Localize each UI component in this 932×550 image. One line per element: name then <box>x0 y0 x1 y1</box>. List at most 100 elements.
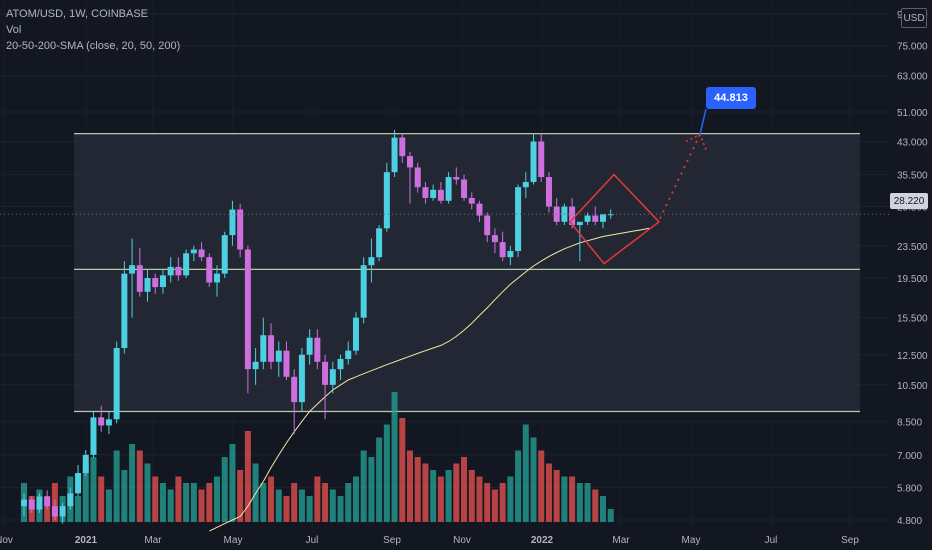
volume-bar <box>561 476 568 522</box>
candle <box>67 487 74 510</box>
candle <box>82 449 89 476</box>
y-tick-label: 35.500 <box>897 171 928 182</box>
candle <box>422 182 429 204</box>
candle <box>352 312 359 355</box>
candle <box>167 257 174 283</box>
last-price-tag: 28.220 <box>890 193 928 209</box>
volume-bar <box>399 418 406 522</box>
volume-bar <box>221 457 228 522</box>
volume-bar <box>314 476 321 522</box>
volume-bar <box>407 450 413 522</box>
volume-bar <box>159 483 166 522</box>
volume-bar <box>414 457 421 522</box>
candle <box>476 200 483 222</box>
y-tick-label: 63.000 <box>897 72 928 83</box>
candle <box>214 265 220 297</box>
candle <box>507 245 514 266</box>
volume-bar <box>569 476 576 522</box>
candle <box>445 172 452 204</box>
candle <box>98 405 105 432</box>
volume-bar <box>507 476 514 522</box>
candle <box>576 221 583 262</box>
volume-bar <box>538 450 545 522</box>
candle <box>244 245 251 394</box>
candle <box>437 182 444 204</box>
candle <box>491 228 498 254</box>
volume-indicator-label[interactable]: Vol <box>6 24 22 36</box>
candle <box>368 238 375 283</box>
volume-bar <box>198 489 205 522</box>
candle <box>430 184 437 201</box>
volume-bar <box>430 470 437 522</box>
y-tick-label: 8.500 <box>897 417 922 428</box>
currency-label[interactable]: USD <box>901 8 927 28</box>
x-tick-label: May <box>224 535 243 546</box>
volume-bar <box>576 483 583 522</box>
volume-bar <box>105 489 112 522</box>
volume-bar <box>129 444 136 522</box>
volume-bar <box>229 444 236 522</box>
candle <box>314 329 321 370</box>
volume-bar <box>298 489 305 522</box>
volume-bar <box>499 483 506 522</box>
candle <box>592 206 599 226</box>
candle <box>322 354 329 420</box>
candle <box>183 249 190 279</box>
candle <box>206 253 213 288</box>
projection-line <box>659 133 701 220</box>
candle <box>329 361 336 394</box>
candle <box>600 214 606 229</box>
candle <box>113 341 120 424</box>
volume-bar <box>82 463 89 522</box>
volume-bar <box>530 437 537 522</box>
volume-bar <box>291 483 298 522</box>
candle <box>75 465 82 497</box>
volume-bar <box>391 392 398 522</box>
candle <box>129 238 136 318</box>
candle <box>121 261 128 354</box>
candle <box>298 347 305 412</box>
candle <box>51 499 58 520</box>
x-tick-label: Nov <box>453 535 471 546</box>
volume-bar <box>144 463 151 522</box>
x-tick-label: Sep <box>841 535 859 546</box>
y-tick-label: 7.000 <box>897 451 922 462</box>
volume-bar <box>244 431 251 522</box>
candle <box>468 192 475 210</box>
candle <box>237 203 244 258</box>
range-box <box>74 133 860 412</box>
candle <box>414 162 421 193</box>
symbol-title[interactable]: ATOM/USD, 1W, COINBASE <box>6 8 149 20</box>
candle <box>484 212 491 243</box>
x-tick-label: 2021 <box>75 535 98 546</box>
y-tick-label: 51.000 <box>897 108 928 119</box>
candle <box>21 493 27 517</box>
volume-bar <box>98 476 105 522</box>
candle <box>144 269 151 302</box>
candle <box>252 347 259 385</box>
candle <box>545 172 552 213</box>
x-tick-label: Nov <box>0 535 13 546</box>
candle <box>275 341 282 377</box>
candle <box>360 257 367 324</box>
sma-indicator-label[interactable]: 20-50-200-SMA (close, 20, 50, 200) <box>6 40 181 52</box>
volume-bar <box>352 476 359 522</box>
candle <box>515 184 522 258</box>
volume-bar <box>522 424 529 522</box>
volume-bar <box>121 470 128 522</box>
target-callout[interactable]: 44.813 <box>706 87 756 109</box>
x-tick-label: Sep <box>383 535 401 546</box>
candle <box>584 212 591 226</box>
volume-bar <box>461 457 468 522</box>
volume-bar <box>422 463 429 522</box>
diamond-shape <box>569 173 661 265</box>
volume-bar <box>322 483 329 522</box>
volume-bar <box>360 450 367 522</box>
candle <box>260 317 267 370</box>
volume-bar <box>368 457 375 522</box>
x-tick-label: 2022 <box>531 535 554 546</box>
chart-legend: ATOM/USD, 1W, COINBASE Vol 20-50-200-SMA… <box>6 6 180 54</box>
candle <box>44 490 51 510</box>
volume-bar <box>283 496 290 522</box>
